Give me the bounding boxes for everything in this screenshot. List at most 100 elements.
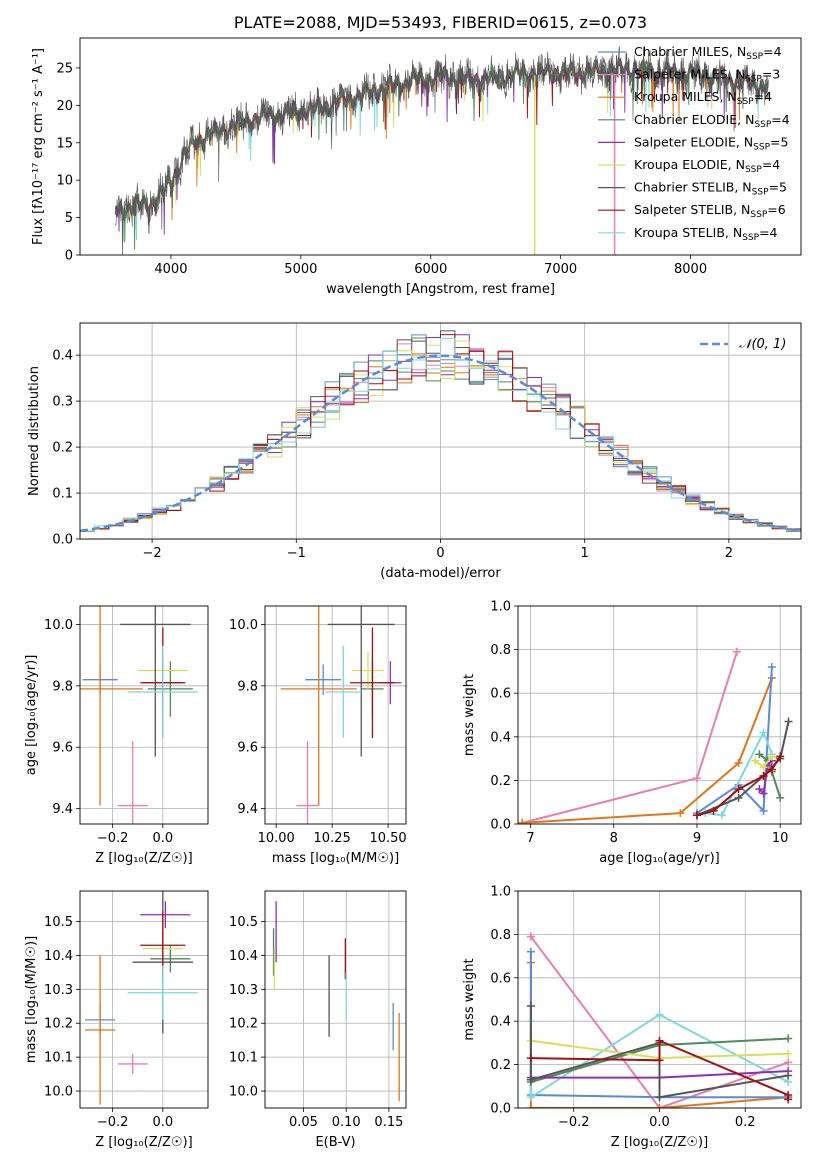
legend-spectrum: Chabrier MILES, N SSP =4 Salpeter MILES, N S…	[598, 44, 790, 243]
x-axis-label: age [log₁₀(age/yr)]	[599, 851, 720, 866]
y-axis-label: age [log₁₀(age/yr)]	[24, 655, 39, 776]
x-axis-label: wavelength [Angstrom, rest frame]	[326, 282, 555, 297]
point-marker-chabrier_stelib	[655, 1093, 664, 1102]
y-tick-label: 10	[56, 174, 73, 189]
y-tick-label: 0.2	[52, 441, 73, 456]
point-marker-salpeter_miles	[784, 1058, 793, 1067]
legend-label-normal: 𝒩(0, 1)	[739, 337, 786, 352]
point-marker-salpeter_stelib	[709, 806, 718, 815]
point-marker-kroupa_stelib	[717, 811, 726, 820]
x-tick-label: 7000	[544, 262, 577, 277]
y-tick-label: 0.1	[52, 487, 73, 502]
point-marker-salpeter_stelib	[776, 752, 785, 761]
legend-suffix: =4	[763, 44, 781, 59]
point-marker-kroupa_miles	[676, 809, 685, 818]
y-tick-label: 10.0	[229, 618, 258, 633]
y-tick-label: 0.6	[490, 687, 511, 702]
legend-sub: SSP	[754, 120, 771, 130]
legend-label-kroupa_elodie: Kroupa ELODIE, NSSP=4	[634, 157, 780, 175]
series-line-kroupa_miles	[522, 677, 773, 824]
legend-suffix: =3	[762, 67, 780, 82]
point-marker-kroupa_miles	[518, 818, 527, 824]
legend-text: Kroupa STELIB, N	[634, 225, 742, 240]
y-tick-label: 10.2	[44, 1017, 73, 1032]
point-marker-chabrier_stelib	[734, 793, 743, 802]
legend-sub: SSP	[752, 188, 769, 198]
x-tick-label: 4000	[154, 262, 187, 277]
point-marker-salpeter_elodie	[759, 789, 768, 798]
y-tick-label: 0.0	[490, 1102, 511, 1117]
errorbar-chabrier_stelib	[327, 606, 395, 757]
y-tick-label: 1.0	[490, 600, 511, 615]
x-tick-label: −1	[287, 546, 306, 561]
point-marker-salpeter_miles	[732, 647, 741, 656]
point-marker-chabrier_stelib	[784, 717, 793, 726]
axes-frame	[79, 605, 209, 825]
plot-area-weight_vs_Z	[526, 932, 793, 1108]
legend-text: Kroupa MILES, N	[634, 89, 737, 104]
x-axis-label: mass [log₁₀(M/M☉)]	[272, 851, 399, 866]
point-marker-salpeter_miles	[692, 774, 701, 783]
axes-frame	[517, 605, 802, 825]
plot-area-age_vs_Z	[80, 606, 198, 824]
chart-spectrum: 4000 5000 6000 7000 8000 0 5 10 15 20 25 wavelength…	[31, 13, 802, 297]
errorbar-kroupa_stelib	[325, 645, 362, 739]
x-tick-label: 0.10	[332, 1115, 361, 1130]
chart-mass_vs_ebv: 0.05 0.10 0.15 10.0 10.1 10.2 10.3 10.4 10.5 E(B-…	[229, 890, 407, 1150]
y-axis-label: Flux [fλ10⁻¹⁷ erg cm⁻² s⁻¹ A⁻¹]	[31, 48, 46, 245]
point-marker-kroupa_stelib	[526, 1093, 535, 1102]
x-tick-label: 8	[610, 831, 618, 846]
y-tick-label: 10.2	[229, 1017, 258, 1032]
y-tick-label: 0.3	[52, 395, 73, 410]
errorbar-salpeter_miles	[117, 1053, 148, 1075]
y-axis-label: Normed distribution	[27, 366, 42, 496]
plot-area-spectrum	[114, 46, 769, 255]
y-axis-label: mass weight	[462, 674, 477, 756]
x-tick-label: 0.0	[649, 1115, 670, 1130]
legend-label-salpeter_stelib: Salpeter STELIB, NSSP=6	[634, 202, 786, 220]
point-marker-chabrier_miles	[759, 806, 768, 815]
histogram-kroupa_stelib	[80, 337, 801, 532]
y-tick-label: 10.1	[44, 1051, 73, 1066]
x-tick-label: 0.0	[152, 831, 173, 846]
point-marker-salpeter_stelib	[655, 1036, 664, 1045]
x-tick-label: 9	[693, 831, 701, 846]
point-marker-salpeter_stelib	[784, 1095, 793, 1104]
spectrum-line-chabrier_stelib	[114, 46, 769, 255]
errorbar-kroupa_miles	[85, 955, 116, 1105]
chart-age_vs_mass: 10.00 10.25 10.50 9.4 9.6 9.8 10.0 mass [log₁₀(…	[229, 605, 407, 866]
errorbar-kroupa_stelib	[127, 965, 198, 1020]
x-tick-label: −0.2	[97, 831, 129, 846]
series-line-kroupa_elodie	[754, 755, 781, 769]
point-marker-kroupa_elodie	[759, 763, 768, 772]
errorbar-kroupa_miles	[80, 606, 143, 806]
legend-text: Salpeter MILES, N	[634, 67, 745, 82]
y-tick-label: 10.5	[44, 915, 73, 930]
point-marker-chabrier_elodie	[784, 1034, 793, 1043]
y-tick-label: 0.4	[490, 730, 511, 745]
x-tick-label: 10.00	[258, 831, 295, 846]
x-tick-label: −2	[143, 546, 162, 561]
y-tick-label: 10.0	[229, 1085, 258, 1100]
errorbar-kroupa_miles	[280, 606, 357, 806]
legend-suffix: =4	[754, 89, 772, 104]
errorbar-salpeter_miles	[117, 741, 148, 824]
point-marker-salpeter_stelib	[655, 1056, 664, 1065]
y-tick-label: 1.0	[490, 885, 511, 900]
point-marker-salpeter_stelib	[692, 811, 701, 820]
y-tick-label: 10.4	[229, 949, 258, 964]
axes-frame	[79, 322, 802, 540]
legend-text: Chabrier MILES, N	[634, 44, 746, 59]
x-tick-label: 8000	[674, 262, 707, 277]
errorbar-salpeter_stelib	[350, 627, 395, 739]
legend-sub: SSP	[753, 142, 770, 152]
y-tick-label: 10.0	[44, 618, 73, 633]
point-marker-salpeter_stelib	[767, 765, 776, 774]
chart-weight_vs_Z: −0.2 0.0 0.2 0.0 0.2 0.4 0.6 0.8 1.0 Z [log₁₀(Z/Z…	[462, 885, 802, 1150]
y-tick-label: 10.0	[44, 1085, 73, 1100]
x-axis-label: (data-model)/error	[380, 566, 501, 581]
y-tick-label: 0.2	[490, 774, 511, 789]
x-tick-label: 0	[436, 546, 444, 561]
x-tick-label: −0.2	[558, 1115, 590, 1130]
